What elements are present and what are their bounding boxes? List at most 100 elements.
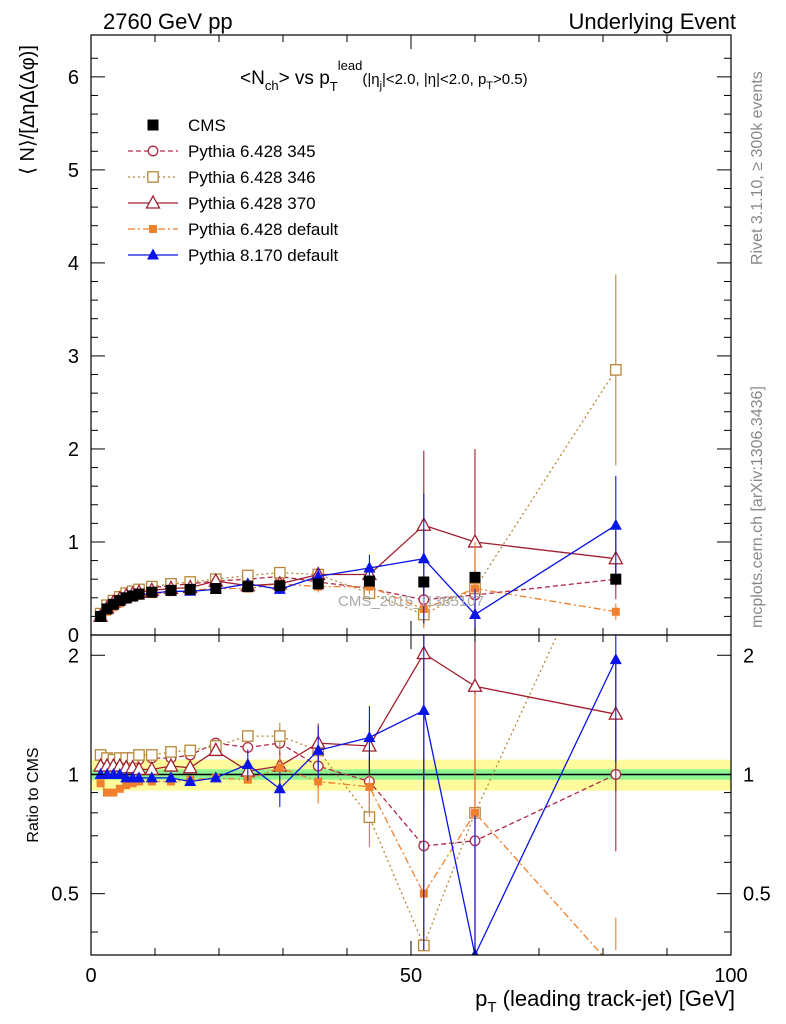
cms-marker xyxy=(184,583,196,595)
ratio-marker-pythia-6-428-default xyxy=(122,781,131,790)
y-tick-label: 0 xyxy=(68,625,79,647)
y-tick-label: 5 xyxy=(68,160,79,182)
cms-marker xyxy=(165,584,177,596)
series-line-pythia-6-428-346 xyxy=(100,369,617,616)
legend-entry: CMS xyxy=(147,116,226,135)
cms-marker xyxy=(242,581,254,593)
ratio-line-pythia-6-428-370 xyxy=(100,652,616,772)
ratio-marker-pythia-6-428-346 xyxy=(145,749,158,761)
marker-pythia-8-170-default xyxy=(417,552,430,564)
ratio-series-pythia-6-428-default xyxy=(96,693,620,974)
x-axis-label: pT (leading track-jet) [GeV] xyxy=(475,986,735,1016)
ratio-marker-pythia-6-428-default xyxy=(275,763,284,772)
marker-pythia-6-428-346 xyxy=(609,364,622,376)
legend-entry: Pythia 6.428 default xyxy=(128,220,339,239)
legend-marker xyxy=(147,119,159,131)
cms-marker xyxy=(107,598,119,610)
legend-entry: Pythia 6.428 370 xyxy=(128,194,316,213)
marker-pythia-8-170-default xyxy=(469,608,481,620)
ratio-marker-pythia-6-428-370 xyxy=(182,759,198,774)
cms-marker xyxy=(274,580,286,592)
marker-pythia-6-428-default xyxy=(611,607,620,616)
legend-label: CMS xyxy=(188,116,226,135)
legend-label: Pythia 6.428 345 xyxy=(188,142,316,161)
marker-pythia-8-170-default xyxy=(363,561,376,573)
ratio-marker-pythia-6-428-default xyxy=(471,808,479,817)
ratio-marker-pythia-6-428-346 xyxy=(184,744,197,757)
cms-marker xyxy=(469,571,481,583)
y-tick-label: 1 xyxy=(68,532,79,554)
header-left: 2760 GeV pp xyxy=(103,9,233,34)
marker-pythia-6-428-default xyxy=(471,584,479,593)
ratio-y-tick-label-right: 0.5 xyxy=(743,884,771,906)
ratio-marker-pythia-6-428-default xyxy=(103,788,111,797)
series-cms xyxy=(95,571,622,622)
legend-marker xyxy=(147,248,159,260)
x-tick-label: 0 xyxy=(85,965,96,987)
series-pythia-8-170-default xyxy=(94,475,622,635)
ratio-marker-pythia-6-428-default xyxy=(115,784,124,793)
ratio-frame xyxy=(90,634,732,956)
ratio-line-pythia-6-428-default xyxy=(100,767,603,955)
main-frame xyxy=(90,34,732,636)
watermark: CMS_2015_I1385107 xyxy=(338,593,484,610)
ratio-marker-pythia-8-170-default xyxy=(113,767,126,779)
cms-marker xyxy=(418,576,430,588)
ratio-y-tick-label: 1 xyxy=(68,764,79,786)
ratio-marker-pythia-6-428-default xyxy=(96,779,105,788)
ratio-marker-pythia-6-428-default xyxy=(128,779,137,788)
ratio-marker-pythia-6-428-default xyxy=(109,788,118,797)
header-right: Underlying Event xyxy=(568,9,736,34)
ratio-line-pythia-6-428-346 xyxy=(100,635,558,948)
legend-label: Pythia 6.428 default xyxy=(188,220,339,239)
ratio-marker-pythia-6-428-370 xyxy=(208,742,224,757)
ratio-marker-pythia-8-170-default xyxy=(363,730,376,742)
ratio-marker-pythia-6-428-default xyxy=(612,966,620,974)
ratio-marker-pythia-8-170-default xyxy=(209,771,222,783)
ratio-marker-pythia-8-170-default xyxy=(145,771,158,783)
cms-marker xyxy=(101,603,113,615)
ratio-marker-pythia-8-170-default xyxy=(609,653,622,665)
y-tick-label: 6 xyxy=(68,67,79,89)
legend-entry: Pythia 8.170 default xyxy=(128,246,339,265)
y-axis-label: ⟨ N⟩/[ΔηΔ(Δφ)] xyxy=(17,45,39,175)
ratio-marker-pythia-6-428-346 xyxy=(241,730,254,742)
ratio-marker-pythia-8-170-default xyxy=(417,704,430,716)
ratio-y-tick-label: 2 xyxy=(68,645,79,667)
cms-marker xyxy=(312,578,324,590)
legend-marker xyxy=(147,171,159,183)
legend-entry: Pythia 6.428 345 xyxy=(128,142,316,161)
x-tick-label: 100 xyxy=(714,965,747,987)
legend-label: Pythia 6.428 346 xyxy=(188,168,316,187)
ratio-series-pythia-6-428-346 xyxy=(94,635,558,952)
ratio-marker-pythia-8-170-default xyxy=(133,771,145,783)
y-tick-label: 2 xyxy=(68,439,79,461)
ratio-marker-pythia-6-428-346 xyxy=(273,730,286,742)
rivet-label: Rivet 3.1.10, ≥ 300k events xyxy=(749,71,766,265)
ratio-marker-pythia-8-170-default xyxy=(273,782,286,794)
ratio-marker-pythia-6-428-370 xyxy=(163,757,179,772)
legend-entry: Pythia 6.428 346 xyxy=(128,168,316,187)
ratio-y-tick-label-right: 1 xyxy=(743,764,754,786)
legend-marker xyxy=(149,225,157,233)
cms-marker xyxy=(146,586,158,598)
ratio-marker-pythia-6-428-346 xyxy=(165,746,177,758)
ratio-marker-pythia-6-428-default xyxy=(314,777,323,786)
legend-label: Pythia 8.170 default xyxy=(188,246,339,265)
legend-label: Pythia 6.428 370 xyxy=(188,194,316,213)
ratio-line-pythia-8-170-default xyxy=(100,659,617,955)
y-tick-label: 3 xyxy=(68,346,79,368)
plot-title: <Nch> vs pTlead(|ηj|<2.0, |η|<2.0, pT>0.… xyxy=(240,58,528,94)
legend-marker xyxy=(147,145,159,157)
ratio-marker-pythia-6-428-346 xyxy=(133,749,145,761)
cms-marker xyxy=(133,588,145,600)
ratio-y-tick-label-right: 2 xyxy=(743,645,754,667)
cms-marker xyxy=(210,582,222,594)
ratio-marker-pythia-8-170-default xyxy=(241,757,254,769)
cms-marker xyxy=(120,592,132,604)
ratio-marker-pythia-8-170-default xyxy=(165,771,177,783)
marker-pythia-6-428-default xyxy=(365,582,374,591)
legend-marker xyxy=(145,194,161,209)
ratio-line-pythia-6-428-345 xyxy=(100,742,617,847)
